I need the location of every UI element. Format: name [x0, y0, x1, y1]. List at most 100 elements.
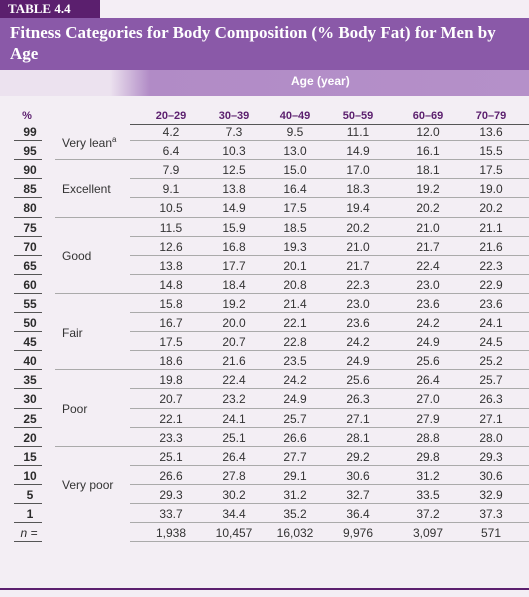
body-fat-cell: 20.2 — [346, 220, 370, 235]
body-fat-cell: 4.2 — [162, 125, 180, 139]
body-fat-cell: 16.1 — [416, 144, 440, 159]
body-fat-cell: 26.3 — [346, 392, 370, 407]
body-fat-cell: 18.5 — [283, 220, 307, 235]
percentile-cell: 40 — [23, 354, 37, 369]
body-fat-cell: 25.7 — [283, 411, 307, 426]
percentile-cell: 1 — [26, 507, 34, 521]
column-header-row: % 20–29 30–39 40–49 50–59 60–69 70–79 — [0, 110, 529, 124]
fitness-category-label: Good — [62, 249, 92, 264]
age-group-header: 60–69 — [412, 110, 444, 122]
table-row: 95 6.4 10.3 13.0 14.9 16.1 15.5 — [0, 141, 529, 161]
body-fat-cell: 30.2 — [222, 487, 246, 502]
body-fat-cell: 24.5 — [479, 335, 503, 350]
percentile-cell: 75 — [23, 220, 37, 235]
row-rule — [130, 350, 529, 352]
body-fat-cell: 26.3 — [479, 392, 503, 407]
row-rule — [130, 541, 529, 543]
category-separator — [55, 369, 130, 371]
sample-size-cell: 16,032 — [276, 526, 314, 541]
body-fat-cell: 16.8 — [222, 239, 246, 254]
body-fat-cell: 23.0 — [346, 296, 370, 311]
fitness-category-label: Fair — [62, 325, 83, 340]
body-fat-cell: 24.9 — [346, 354, 370, 369]
row-rule — [130, 197, 529, 199]
body-fat-cell: 21.7 — [416, 239, 440, 254]
percentile-cell: 25 — [23, 411, 37, 426]
row-rule — [130, 464, 529, 466]
body-fat-cell: 37.2 — [416, 507, 440, 521]
body-fat-cell: 25.1 — [159, 449, 183, 464]
body-fat-cell: 25.7 — [479, 373, 503, 388]
body-fat-cell: 32.9 — [479, 487, 503, 502]
body-fat-cell: 28.8 — [416, 430, 440, 445]
body-fat-cell: 30.6 — [479, 468, 503, 483]
percentile-rule — [14, 254, 42, 256]
body-fat-cell: 20.1 — [283, 258, 307, 273]
row-rule — [130, 235, 529, 237]
body-fat-cell: 16.7 — [159, 316, 183, 330]
percentile-rule — [14, 331, 42, 333]
sample-size-cell: 571 — [480, 526, 502, 541]
body-fat-cell: 26.6 — [159, 468, 183, 483]
category-separator — [55, 445, 130, 447]
body-fat-cell: 20.8 — [283, 277, 307, 292]
table-row: 40 18.6 21.6 23.5 24.9 25.6 25.2 — [0, 351, 529, 371]
percentile-rule — [14, 541, 42, 543]
percentile-rule — [14, 426, 42, 428]
fitness-category-label: Poor — [62, 401, 88, 416]
body-fat-cell: 21.6 — [479, 239, 503, 254]
row-rule — [130, 254, 529, 256]
row-rule — [130, 445, 529, 447]
body-fat-cell: 19.4 — [346, 201, 370, 216]
body-fat-cell: 23.3 — [159, 430, 183, 445]
age-group-header: 40–49 — [279, 110, 311, 122]
body-fat-cell: 9.5 — [286, 125, 304, 139]
body-fat-cell: 15.9 — [222, 220, 246, 235]
sample-size-cell: 1,938 — [155, 526, 187, 541]
body-fat-cell: 16.4 — [283, 182, 307, 197]
body-fat-cell: 35.2 — [283, 507, 307, 521]
body-fat-cell: 22.9 — [479, 277, 503, 292]
percentile-rule — [14, 273, 42, 275]
row-rule — [130, 331, 529, 333]
body-fat-cell: 27.7 — [283, 449, 307, 464]
table-row: 75 11.5 15.9 18.5 20.2 21.0 21.1 — [0, 218, 529, 238]
body-fat-cell: 21.0 — [346, 239, 370, 254]
percentile-cell: 5 — [26, 487, 34, 502]
percentile-cell: 55 — [23, 296, 37, 311]
body-fat-cell: 22.3 — [479, 258, 503, 273]
table-row: 30 20.7 23.2 24.9 26.3 27.0 26.3 — [0, 389, 529, 409]
body-fat-cell: 19.0 — [479, 182, 503, 197]
age-group-header: 70–79 — [475, 110, 507, 122]
percentile-rule — [14, 522, 42, 524]
percentile-rule — [14, 445, 42, 447]
body-fat-cell: 12.6 — [159, 239, 183, 254]
sample-size-cell: 9,976 — [342, 526, 374, 541]
body-fat-cell: 10.5 — [159, 201, 183, 216]
fitness-category-label: Very poor — [62, 478, 114, 493]
table-row: 10 26.6 27.8 29.1 30.6 31.2 30.6 — [0, 466, 529, 486]
age-header-band: Age (year) — [0, 70, 529, 96]
table-row: 1 33.7 34.4 35.2 36.4 37.2 37.3 — [0, 504, 529, 524]
table-row: 15 25.1 26.4 27.7 29.2 29.8 29.3 — [0, 447, 529, 467]
body-fat-cell: 22.1 — [283, 316, 307, 330]
percentile-cell: 65 — [23, 258, 37, 273]
body-fat-cell: 7.9 — [162, 163, 180, 178]
body-fat-cell: 27.8 — [222, 468, 246, 483]
body-fat-cell: 27.9 — [416, 411, 440, 426]
body-fat-cell: 23.6 — [346, 316, 370, 330]
body-fat-cell: 21.1 — [479, 220, 503, 235]
table-row: 45 17.5 20.7 22.8 24.2 24.9 24.5 — [0, 332, 529, 352]
data-table: % 20–29 30–39 40–49 50–59 60–69 70–79 99 4.2 7.… — [0, 96, 529, 597]
percentile-cell: 35 — [23, 373, 37, 388]
body-fat-cell: 13.6 — [479, 125, 503, 139]
percentile-cell: 90 — [23, 163, 37, 178]
table-row: 65 13.8 17.7 20.1 21.7 22.4 22.3 — [0, 256, 529, 276]
body-fat-cell: 22.4 — [222, 373, 246, 388]
body-fat-cell: 24.2 — [283, 373, 307, 388]
row-rule — [130, 292, 529, 294]
body-fat-cell: 19.2 — [222, 296, 246, 311]
body-fat-cell: 19.3 — [283, 239, 307, 254]
body-fat-cell: 33.5 — [416, 487, 440, 502]
header-rule — [130, 124, 529, 125]
